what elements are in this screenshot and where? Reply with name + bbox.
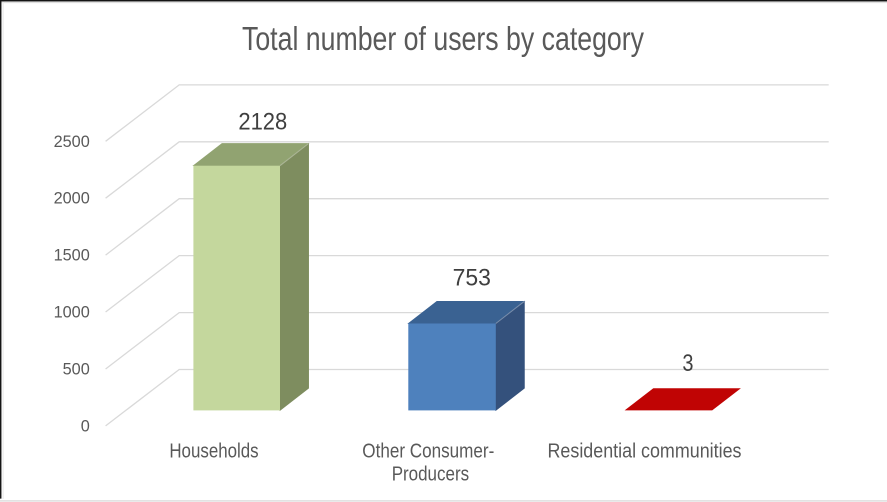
svg-text:Producers: Producers (392, 463, 469, 486)
svg-text:Residential communities: Residential communities (548, 440, 742, 463)
svg-text:Households: Households (169, 440, 258, 463)
svg-text:753: 753 (453, 264, 491, 291)
svg-text:2000: 2000 (54, 190, 90, 208)
svg-text:1000: 1000 (54, 304, 90, 322)
svg-text:Total number of users by categ: Total number of users by category (242, 20, 644, 57)
svg-text:2128: 2128 (238, 109, 287, 136)
svg-text:1500: 1500 (54, 247, 90, 265)
svg-text:2500: 2500 (54, 133, 90, 151)
svg-text:Other Consumer-: Other Consumer- (362, 440, 494, 463)
svg-text:3: 3 (682, 350, 693, 377)
svg-text:500: 500 (63, 361, 90, 379)
svg-text:0: 0 (81, 417, 90, 435)
